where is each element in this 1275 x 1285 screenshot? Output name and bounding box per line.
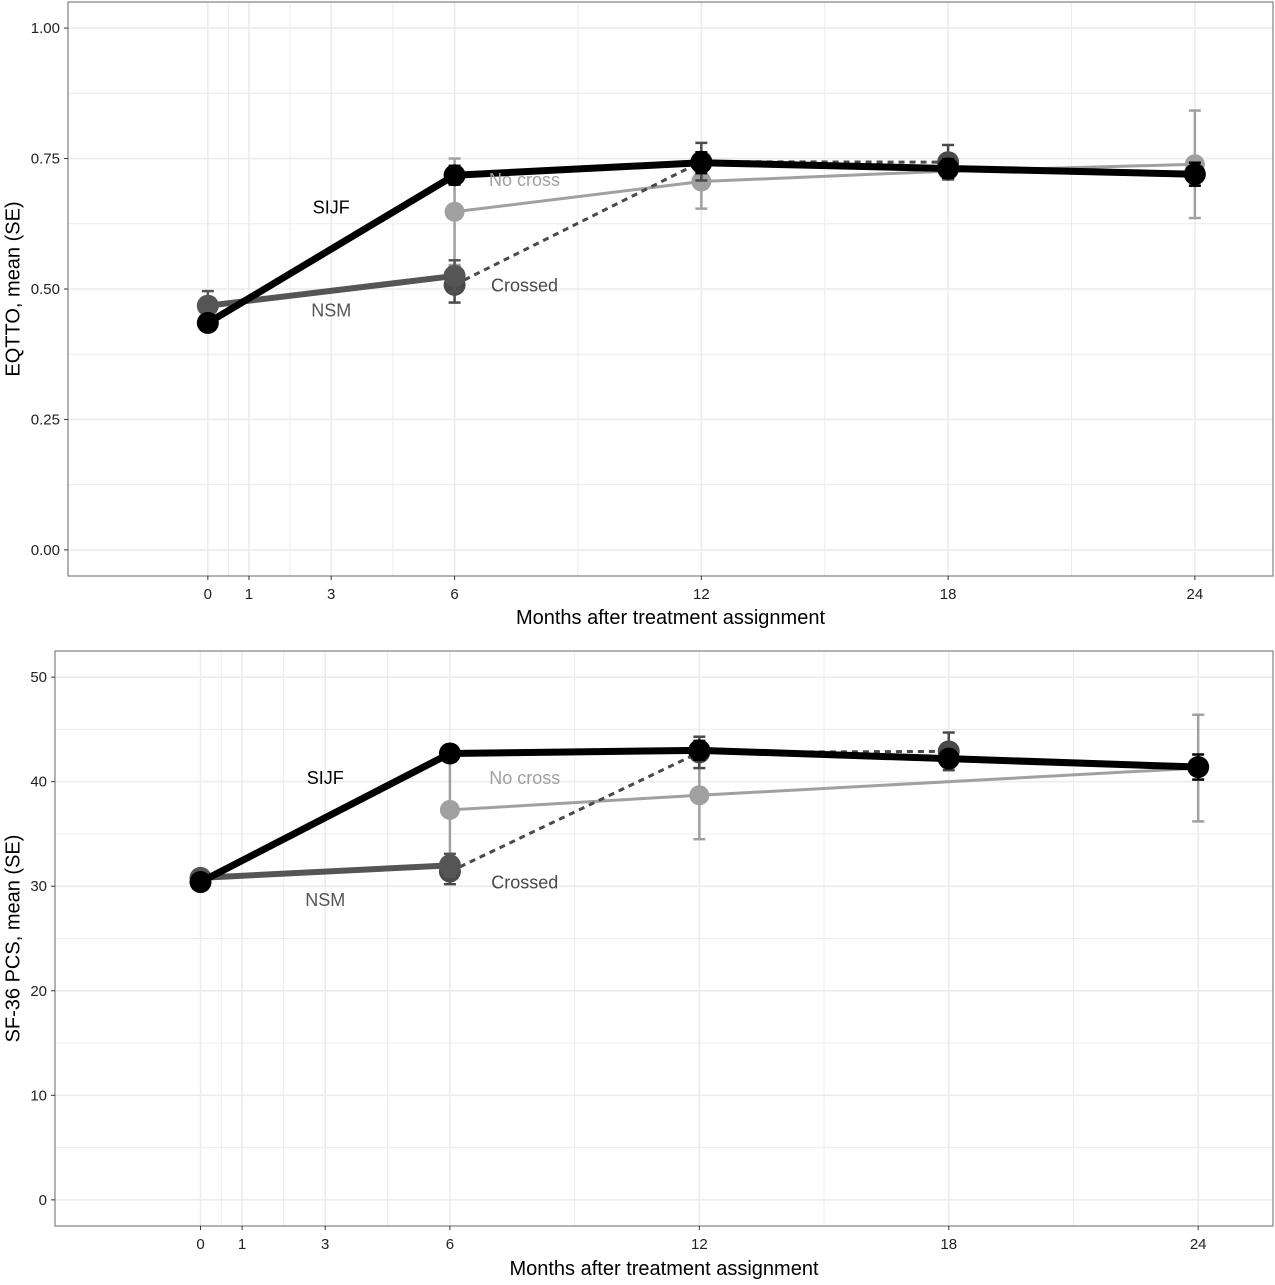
data-point-nsm — [196, 294, 219, 317]
panel-2: 0 10 20 30 40 50 0 1 3 6 12 18 24 Months after treatm… — [2, 650, 1274, 1280]
series-label-sijf: SIJF — [307, 768, 344, 788]
x-tick-label: 24 — [1187, 586, 1204, 603]
x-tick-label: 12 — [693, 586, 710, 603]
y-tick-label: 0.50 — [31, 281, 60, 298]
data-point-sijf — [1187, 756, 1210, 779]
x-tick-label: 0 — [196, 1236, 204, 1253]
series-line-no-cross — [453, 162, 1197, 214]
x-tick-label: 6 — [446, 1236, 454, 1253]
y-tick-label: 1.00 — [31, 20, 60, 37]
x-tick-label: 18 — [940, 586, 957, 603]
x-tick-label: 24 — [1190, 1236, 1207, 1253]
series-label-nsm: NSM — [311, 301, 351, 321]
x-tick-label: 18 — [940, 1236, 957, 1253]
series-label-crossed: Crossed — [491, 872, 558, 892]
y-tick-label: 50 — [30, 669, 47, 686]
panel-1: 0.00 0.25 0.50 0.75 1.00 0 1 3 6 12 18 24 Months aft… — [2, 1, 1274, 629]
data-point-sijf — [937, 157, 960, 180]
data-point-nsm — [438, 854, 461, 877]
data-point-no-cross — [444, 201, 465, 222]
data-point-no-cross — [689, 785, 710, 806]
series-sijf — [196, 151, 1206, 334]
x-tick-label: 3 — [327, 586, 335, 603]
series-label-crossed: Crossed — [491, 276, 558, 296]
data-point-sijf — [1183, 163, 1206, 186]
data-point-nsm — [443, 264, 466, 287]
x-axis-title: Months after treatment assignment — [516, 607, 825, 629]
x-tick-label: 0 — [204, 586, 212, 603]
y-tick-label: 20 — [30, 983, 47, 1000]
panel-border — [54, 650, 1274, 1227]
y-axis-title: EQTTO, mean (SE) — [2, 201, 24, 376]
x-tick-label: 1 — [238, 1236, 246, 1253]
data-point-no-cross — [439, 799, 460, 820]
data-point-sijf — [438, 742, 461, 765]
series-label-no-cross: No cross — [489, 768, 560, 788]
y-tick-label: 0.25 — [31, 411, 60, 428]
data-point-sijf — [189, 871, 212, 894]
y-tick-label: 0 — [39, 1192, 47, 1209]
data-point-sijf — [196, 311, 219, 334]
series-label-no-cross: No cross — [489, 170, 560, 190]
y-tick-label: 0.00 — [31, 542, 60, 559]
y-tick-label: 10 — [30, 1087, 47, 1104]
data-point-sijf — [443, 164, 466, 187]
y-tick-label: 30 — [30, 878, 47, 895]
y-tick-label: 40 — [30, 774, 47, 791]
x-tick-label: 3 — [321, 1236, 329, 1253]
series-line-nsm — [197, 862, 453, 881]
data-point-sijf — [937, 747, 960, 770]
y-tick-label: 0.75 — [31, 151, 60, 168]
series-label-nsm: NSM — [305, 890, 345, 910]
series-sijf — [189, 739, 1210, 894]
grid — [55, 651, 1273, 1226]
grid — [68, 2, 1273, 576]
x-tick-label: 1 — [245, 586, 253, 603]
x-tick-label: 12 — [691, 1236, 708, 1253]
x-axis-title: Months after treatment assignment — [509, 1258, 818, 1280]
x-tick-label: 6 — [450, 586, 458, 603]
data-point-sijf — [690, 151, 713, 174]
data-point-sijf — [688, 739, 711, 762]
series-label-sijf: SIJF — [313, 197, 350, 217]
y-axis-title: SF-36 PCS, mean (SE) — [2, 835, 24, 1043]
